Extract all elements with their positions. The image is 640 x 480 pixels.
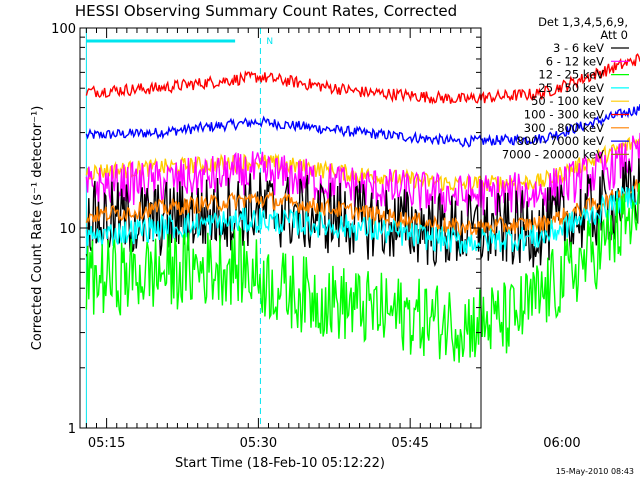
x-tick-label: 05:45	[391, 436, 428, 451]
legend-entry-label: 6 - 12 keV	[546, 54, 604, 68]
legend-entry-label: 800 - 7000 keV	[516, 134, 604, 148]
legend-header-line1: Det 1,3,4,5,6,9,	[538, 15, 628, 29]
legend-entry-label: 100 - 300 keV	[524, 108, 604, 122]
chart-title: HESSI Observing Summary Count Rates, Cor…	[75, 2, 457, 20]
series-line-3	[85, 184, 640, 254]
x-tick-label: 05:30	[240, 436, 277, 451]
series-line-1	[85, 132, 640, 217]
y-tick-label: 1	[68, 422, 76, 437]
legend-entry-label: 50 - 100 keV	[531, 94, 604, 108]
legend-entry-label: 25 - 50 keV	[538, 81, 604, 95]
footer-timestamp: 15-May-2010 08:43	[556, 467, 634, 476]
series-line-5	[85, 53, 640, 105]
y-axis-ticks: 1 10 100	[51, 22, 481, 437]
y-axis-label: Corrected Count Rate (s⁻¹ detector⁻¹)	[30, 106, 45, 351]
x-axis-label: Start Time (18-Feb-10 05:12:22)	[175, 456, 385, 471]
x-tick-label: 06:00	[543, 436, 580, 451]
time-flags: N	[86, 37, 273, 47]
series-lines	[85, 53, 640, 363]
y-tick-label: 100	[51, 22, 76, 37]
time-flag-bar-0-0	[86, 39, 236, 43]
legend-entry-label: 300 - 800 keV	[524, 121, 604, 135]
legend-entry-label: 7000 - 20000 keV	[502, 147, 604, 161]
series-line-2	[85, 183, 640, 363]
series-line-7	[85, 103, 640, 148]
series-line-0	[85, 158, 640, 268]
legend-header-line2: Att 0	[600, 28, 628, 42]
legend-entry-label: 12 - 25 keV	[538, 68, 604, 82]
y-tick-label: 10	[59, 222, 76, 237]
x-tick-label: 05:15	[88, 436, 125, 451]
legend-entry-label: 3 - 6 keV	[553, 41, 604, 55]
time-flag-label-0: N	[266, 37, 273, 47]
